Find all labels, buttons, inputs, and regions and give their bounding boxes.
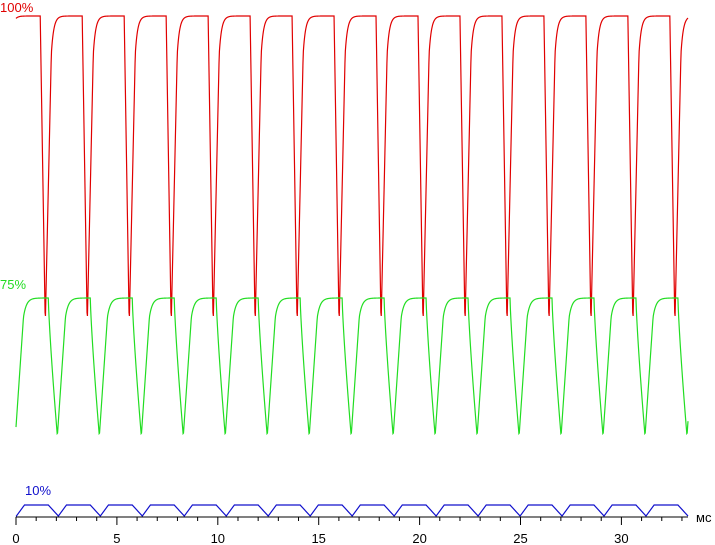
x-axis-unit-label: мс — [696, 510, 712, 525]
series-layer: 100% 75% 10% — [0, 0, 689, 517]
series-label-100pct: 100% — [0, 0, 34, 15]
x-tick-label: 30 — [614, 531, 628, 545]
series-label-75pct: 75% — [0, 277, 26, 292]
series-line-100pct — [15, 15, 689, 317]
series-label-10pct: 10% — [25, 483, 51, 498]
series-line-10pct — [15, 504, 689, 517]
x-tick-label: 25 — [513, 531, 527, 545]
series-line-75pct — [15, 297, 689, 436]
x-tick-label: 15 — [311, 531, 325, 545]
x-tick-label: 10 — [211, 531, 225, 545]
x-tick-label: 5 — [113, 531, 120, 545]
x-tick-label: 20 — [412, 531, 426, 545]
x-tick-label: 0 — [12, 531, 19, 545]
x-ticks: 0 5 10 15 20 25 30 — [12, 517, 683, 545]
